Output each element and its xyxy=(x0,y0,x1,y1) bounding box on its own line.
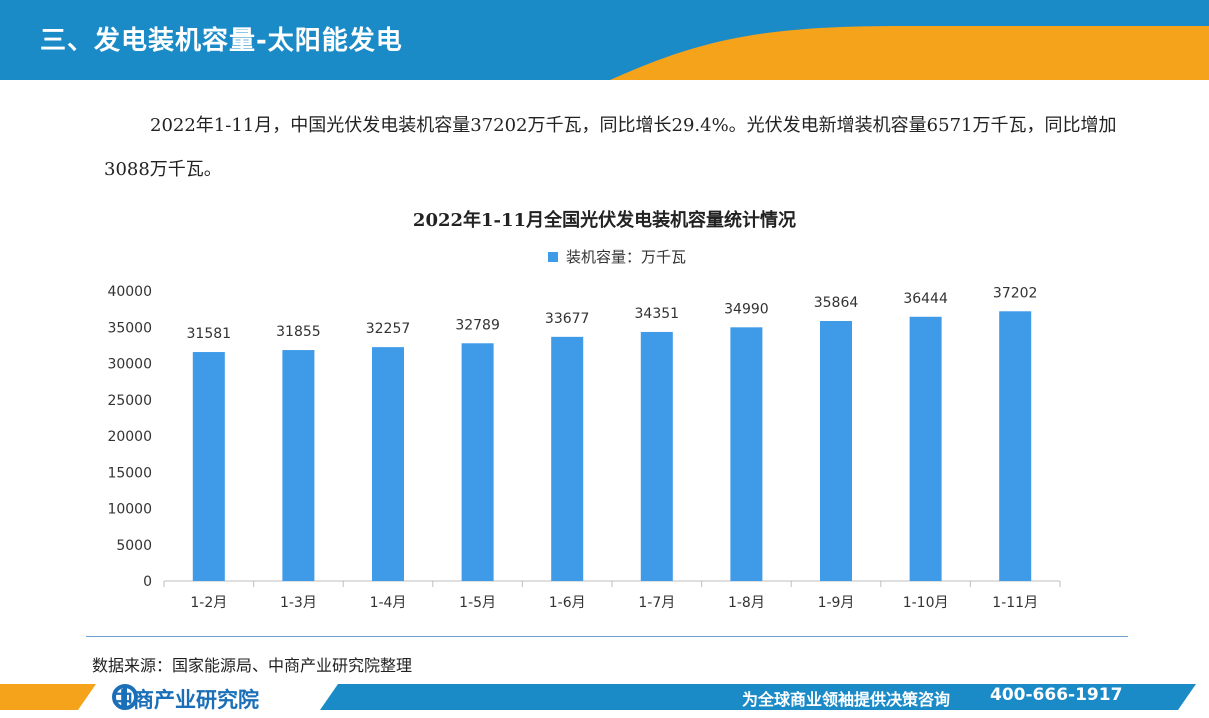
chart-title: 2022年1-11月全国光伏发电装机容量统计情况 xyxy=(412,210,797,231)
bar xyxy=(820,320,852,581)
x-tick-label: 1-3月 xyxy=(280,595,317,611)
bar xyxy=(372,347,404,581)
data-label: 32789 xyxy=(455,317,500,333)
x-tick-label: 1-5月 xyxy=(459,595,496,611)
data-label: 36444 xyxy=(903,291,948,307)
bar xyxy=(640,331,673,581)
y-tick-label: 20000 xyxy=(107,429,152,445)
x-tick-label: 1-10月 xyxy=(903,595,949,611)
footer-slogan: 为全球商业领袖提供决策咨询 xyxy=(742,690,951,709)
x-tick-label: 1-4月 xyxy=(370,595,407,611)
y-tick-label: 30000 xyxy=(107,357,152,373)
legend-label: 装机容量：万千瓦 xyxy=(566,248,687,266)
footer-phone: 400-666-1917 xyxy=(990,685,1123,705)
y-tick-label: 40000 xyxy=(107,284,152,300)
footer-logo: 中商产业研究院 xyxy=(112,684,259,714)
x-tick-label: 1-8月 xyxy=(728,595,765,611)
x-tick-label: 1-6月 xyxy=(549,595,586,611)
bar xyxy=(192,352,225,581)
bar xyxy=(551,336,584,581)
page-title: 三、发电装机容量-太阳能发电 xyxy=(40,26,403,56)
source-divider xyxy=(86,636,1128,637)
bar xyxy=(909,316,942,581)
data-label: 31855 xyxy=(276,324,321,340)
brand-logo-icon xyxy=(112,684,138,710)
bar xyxy=(999,311,1032,581)
intro-paragraph: 2022年1-11月，中国光伏发电装机容量37202万千瓦，同比增长29.4%。… xyxy=(104,115,1117,180)
y-tick-label: 15000 xyxy=(107,465,152,481)
header-background xyxy=(0,0,1209,80)
data-label: 32257 xyxy=(366,321,411,337)
y-tick-label: 35000 xyxy=(107,320,152,336)
y-tick-label: 10000 xyxy=(107,502,152,518)
y-tick-label: 5000 xyxy=(116,538,152,554)
chart-plot: 0 5000 10000 15000 20000 25000 30000 35000 40000… xyxy=(107,284,1061,611)
x-tick-label: 1-2月 xyxy=(190,595,227,611)
bar xyxy=(282,350,315,581)
footer-bar: 中商产业研究院 为全球商业领袖提供决策咨询 400-666-1917 xyxy=(0,680,1209,718)
chart-legend: 装机容量：万千瓦 xyxy=(548,246,686,267)
data-label: 35864 xyxy=(814,295,859,311)
bar xyxy=(461,343,494,581)
data-label: 37202 xyxy=(993,285,1038,301)
legend-swatch xyxy=(548,251,558,262)
footer-background xyxy=(0,684,1196,710)
data-label: 34990 xyxy=(724,301,769,317)
data-label: 33677 xyxy=(545,311,590,327)
header-banner: 三、发电装机容量-太阳能发电 xyxy=(0,0,1209,80)
data-label: 34351 xyxy=(635,306,680,322)
x-tick-label: 1-7月 xyxy=(638,595,675,611)
y-tick-label: 0 xyxy=(143,574,152,590)
source-note: 数据来源：国家能源局、中商产业研究院整理 xyxy=(92,656,413,675)
x-tick-label: 1-9月 xyxy=(818,595,855,611)
bar xyxy=(730,327,763,581)
data-label: 31581 xyxy=(187,326,232,342)
y-tick-label: 25000 xyxy=(107,393,152,409)
x-tick-label: 1-11月 xyxy=(992,595,1038,611)
bar-chart: 2022年1-11月全国光伏发电装机容量统计情况 装机容量：万千瓦 0 5000 1… xyxy=(0,190,1209,630)
